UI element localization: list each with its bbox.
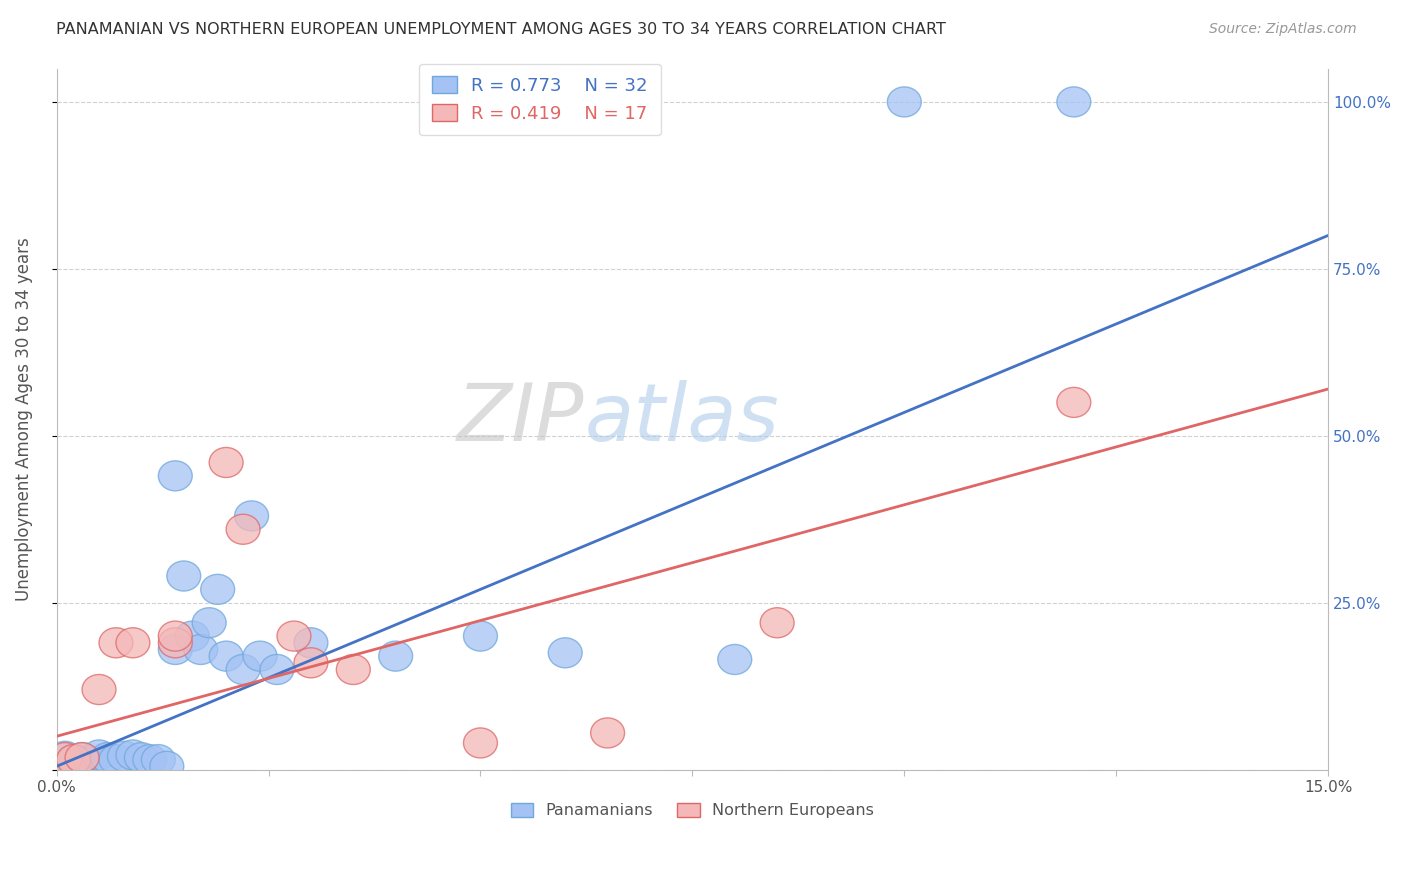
Ellipse shape (226, 655, 260, 684)
Ellipse shape (115, 740, 150, 770)
Ellipse shape (176, 621, 209, 651)
Ellipse shape (159, 628, 193, 657)
Ellipse shape (159, 621, 193, 651)
Ellipse shape (56, 745, 90, 774)
Ellipse shape (193, 607, 226, 638)
Ellipse shape (150, 751, 184, 781)
Ellipse shape (159, 461, 193, 491)
Ellipse shape (591, 718, 624, 748)
Ellipse shape (260, 655, 294, 684)
Ellipse shape (48, 743, 82, 772)
Ellipse shape (209, 448, 243, 477)
Ellipse shape (56, 745, 90, 774)
Ellipse shape (124, 743, 159, 772)
Ellipse shape (184, 634, 218, 665)
Text: PANAMANIAN VS NORTHERN EUROPEAN UNEMPLOYMENT AMONG AGES 30 TO 34 YEARS CORRELATI: PANAMANIAN VS NORTHERN EUROPEAN UNEMPLOY… (56, 22, 946, 37)
Ellipse shape (167, 561, 201, 591)
Ellipse shape (378, 641, 412, 671)
Ellipse shape (464, 728, 498, 758)
Ellipse shape (1057, 87, 1091, 117)
Ellipse shape (464, 621, 498, 651)
Ellipse shape (277, 621, 311, 651)
Ellipse shape (159, 634, 193, 665)
Ellipse shape (107, 741, 142, 772)
Ellipse shape (548, 638, 582, 668)
Ellipse shape (65, 743, 98, 772)
Legend: Panamanians, Northern Europeans: Panamanians, Northern Europeans (505, 797, 880, 825)
Ellipse shape (235, 501, 269, 531)
Ellipse shape (243, 641, 277, 671)
Ellipse shape (718, 644, 752, 674)
Ellipse shape (90, 743, 124, 772)
Ellipse shape (48, 741, 82, 772)
Ellipse shape (73, 747, 107, 777)
Ellipse shape (336, 655, 370, 684)
Y-axis label: Unemployment Among Ages 30 to 34 years: Unemployment Among Ages 30 to 34 years (15, 237, 32, 601)
Ellipse shape (115, 628, 150, 657)
Ellipse shape (134, 745, 167, 774)
Text: ZIP: ZIP (457, 380, 585, 458)
Ellipse shape (294, 648, 328, 678)
Ellipse shape (209, 641, 243, 671)
Ellipse shape (82, 740, 115, 770)
Ellipse shape (887, 87, 921, 117)
Ellipse shape (1057, 387, 1091, 417)
Ellipse shape (142, 745, 176, 774)
Ellipse shape (98, 628, 134, 657)
Ellipse shape (82, 674, 115, 705)
Ellipse shape (98, 745, 134, 774)
Ellipse shape (761, 607, 794, 638)
Ellipse shape (201, 574, 235, 605)
Ellipse shape (294, 628, 328, 657)
Text: Source: ZipAtlas.com: Source: ZipAtlas.com (1209, 22, 1357, 37)
Text: atlas: atlas (585, 380, 779, 458)
Ellipse shape (65, 743, 98, 772)
Ellipse shape (226, 515, 260, 544)
